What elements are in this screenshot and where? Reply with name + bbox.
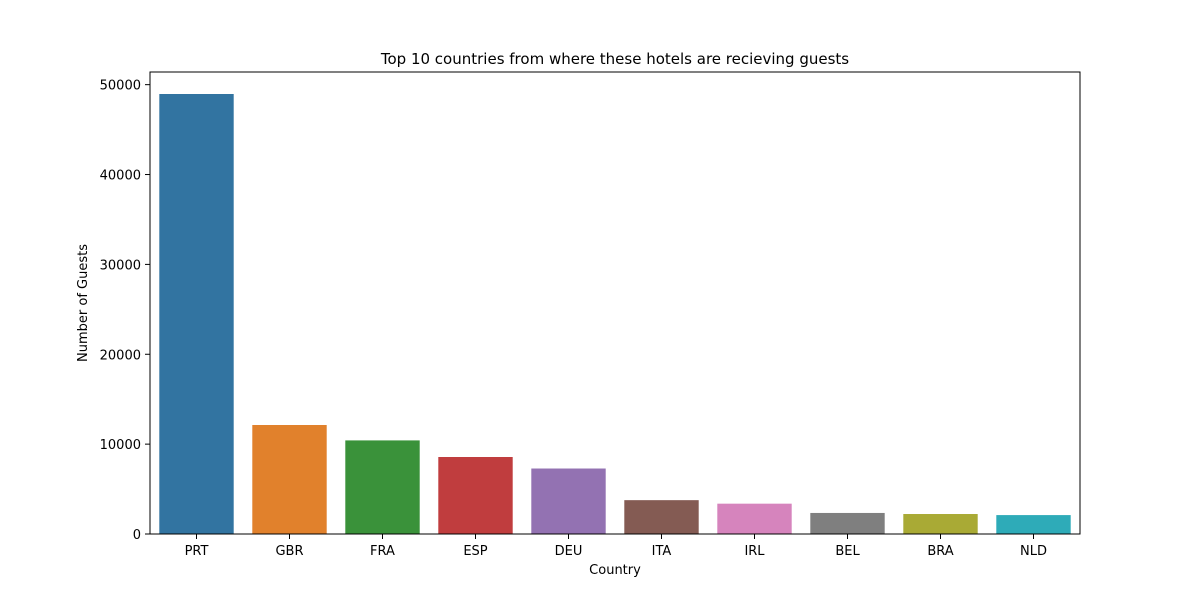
- plot-frame: [149, 71, 1081, 535]
- y-tick-label: 40000: [100, 169, 141, 184]
- x-axis-ticks: PRT GBR FRA ESP DEU ITA IRL BEL BRA NLD: [185, 534, 1047, 559]
- y-tick-label: 20000: [100, 348, 141, 363]
- x-tick-label: BEL: [835, 544, 860, 559]
- x-tick-label: IRL: [744, 544, 765, 559]
- bars-group: [159, 93, 1071, 534]
- bar-gbr: [252, 424, 327, 534]
- x-tick-label: DEU: [555, 544, 583, 559]
- x-tick-label: GBR: [275, 544, 303, 559]
- bar-ita: [624, 500, 699, 534]
- bar-deu: [531, 468, 606, 534]
- bar-irl: [717, 503, 792, 534]
- bar-bra: [903, 514, 978, 534]
- x-tick-label: NLD: [1020, 544, 1047, 559]
- x-tick-label: ESP: [463, 544, 487, 559]
- chart-title: Top 10 countries from where these hotels…: [380, 50, 849, 68]
- x-tick-label: ITA: [652, 544, 672, 559]
- bar-prt: [159, 93, 234, 534]
- bar-nld: [996, 515, 1071, 534]
- x-tick-label: BRA: [927, 544, 953, 559]
- y-tick-label: 0: [133, 528, 141, 543]
- y-axis-ticks: 0 10000 20000 30000 40000 50000: [100, 79, 150, 543]
- x-tick-label: FRA: [370, 544, 395, 559]
- bar-esp: [438, 457, 513, 534]
- bar-fra: [345, 440, 420, 534]
- y-tick-label: 10000: [100, 438, 141, 453]
- y-tick-label: 30000: [100, 258, 141, 273]
- y-tick-label: 50000: [100, 79, 141, 94]
- x-axis-title: Country: [589, 563, 641, 578]
- bar-bel: [810, 512, 885, 534]
- x-tick-label: PRT: [185, 544, 209, 559]
- y-axis-title: Number of Guests: [76, 244, 91, 362]
